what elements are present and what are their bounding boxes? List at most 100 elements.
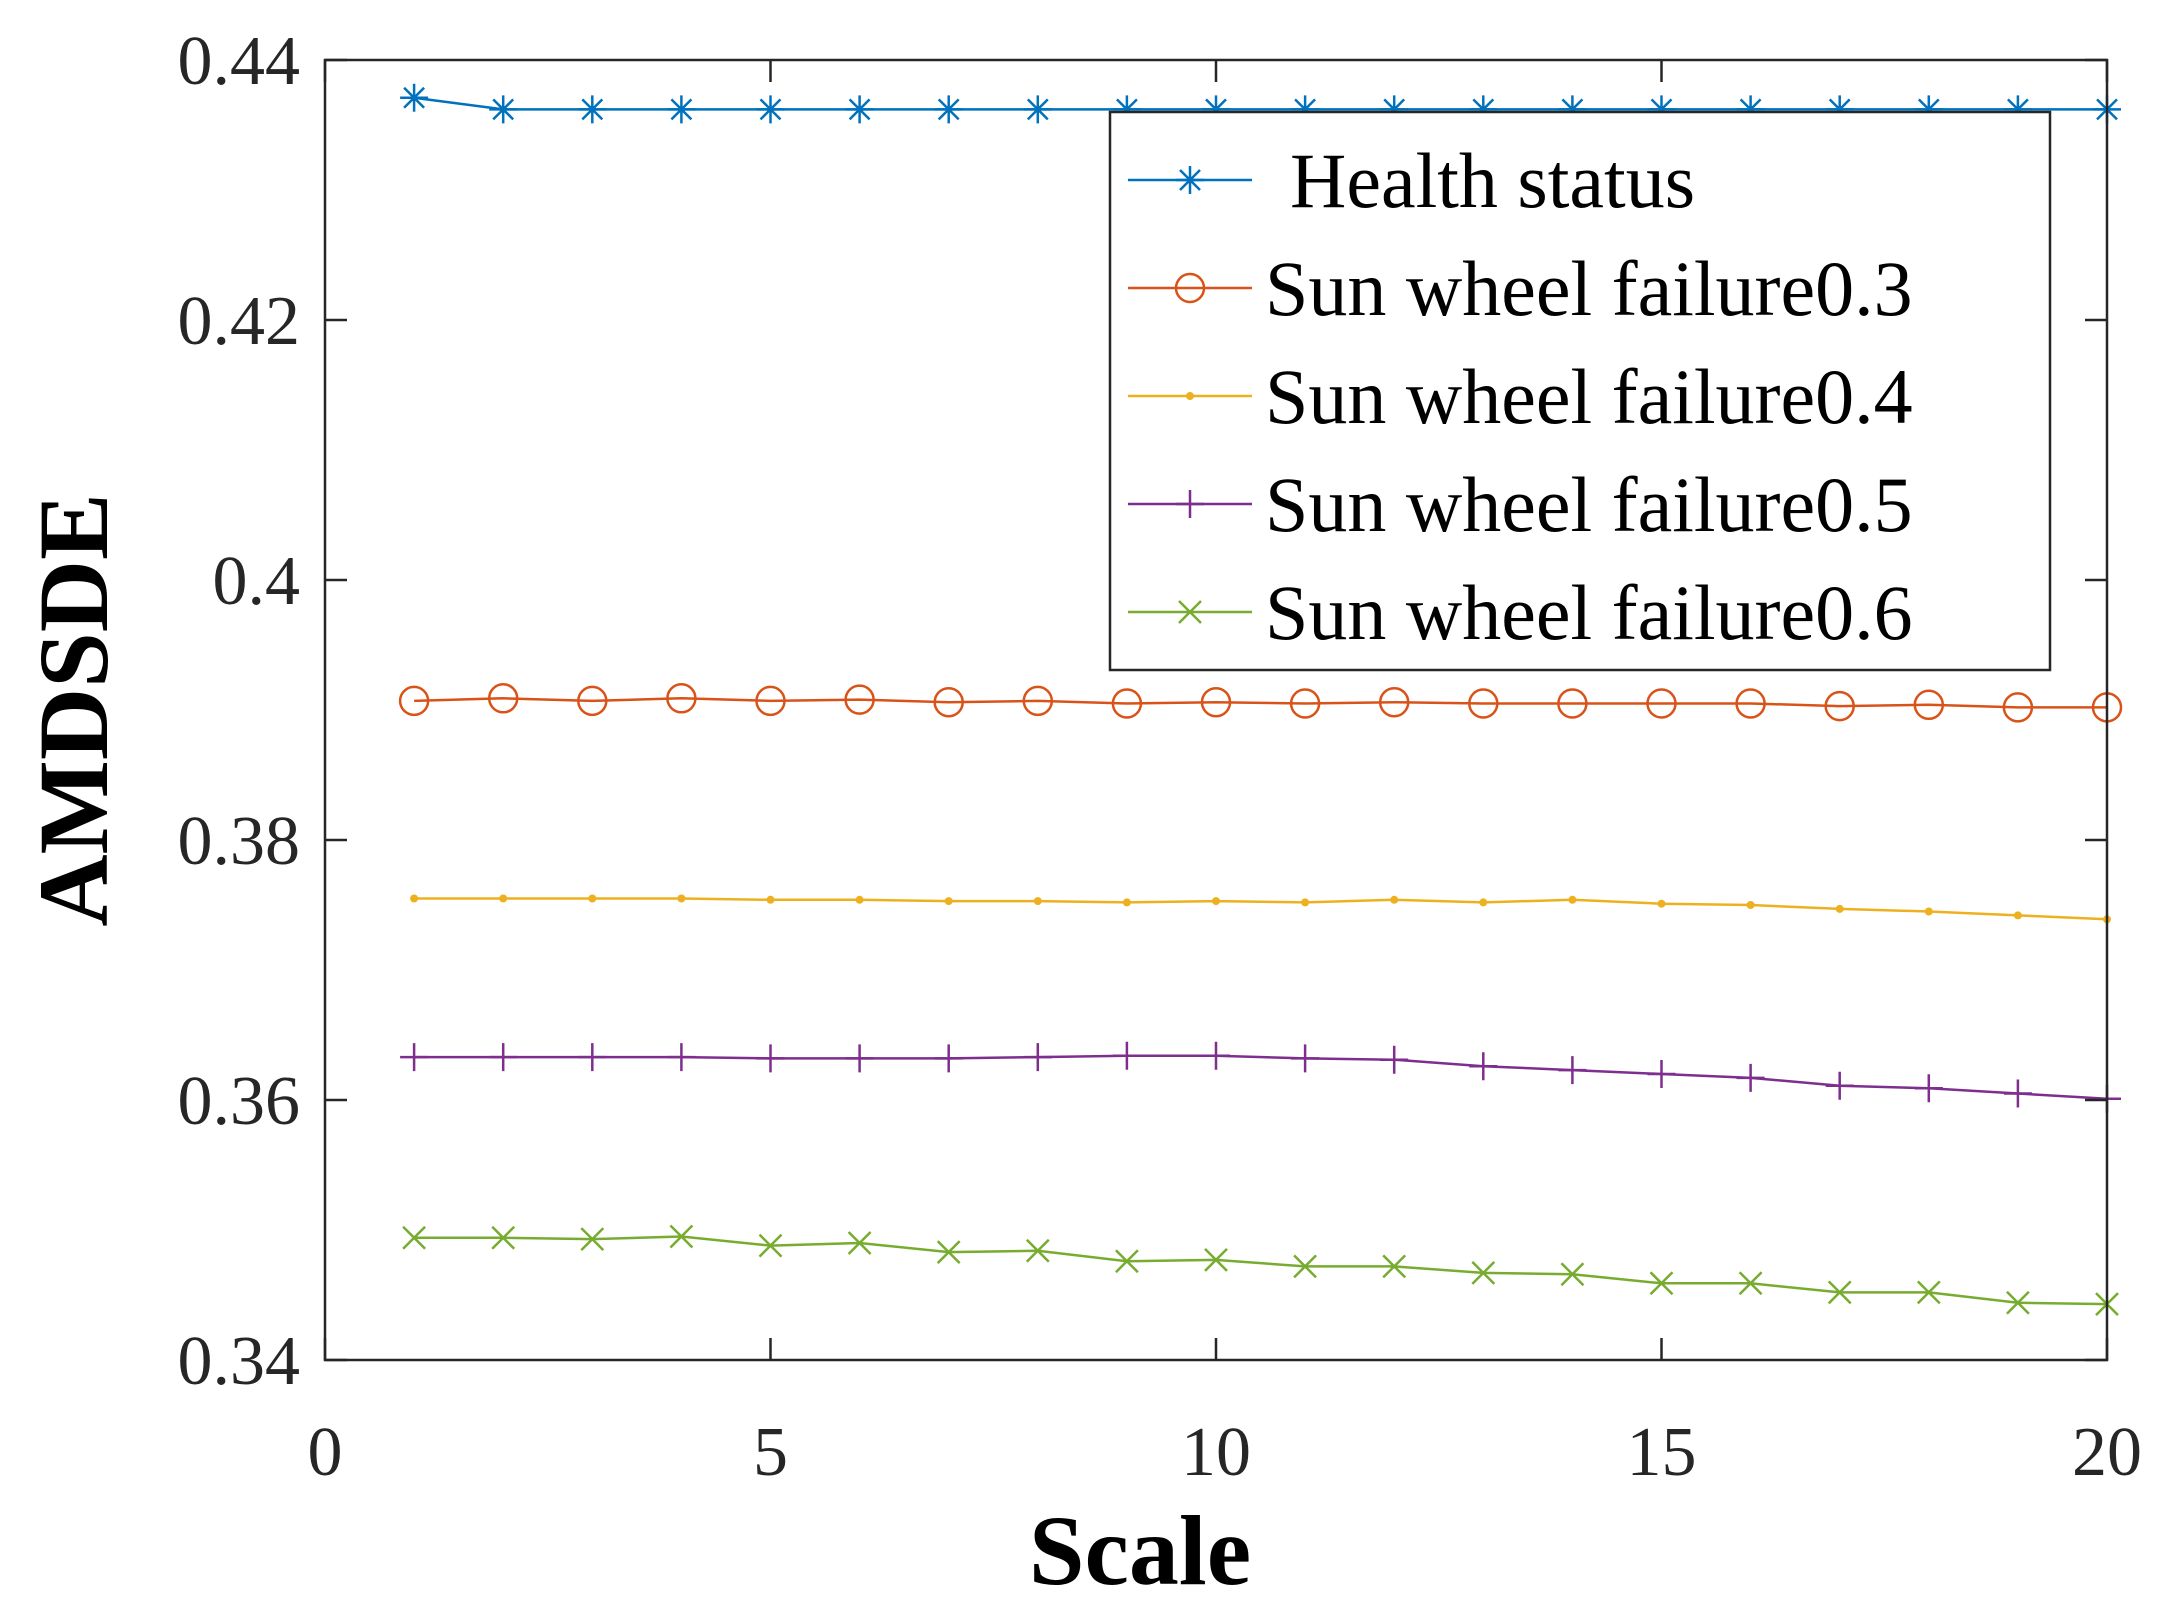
- data-point-dot: [766, 895, 775, 904]
- data-point-dot: [1186, 392, 1194, 400]
- data-point-plus: [1291, 1044, 1320, 1073]
- series-line: [414, 897, 2108, 921]
- data-point-cross: [936, 1240, 961, 1264]
- data-point-circle: [1174, 272, 1206, 304]
- data-point-circle: [577, 685, 608, 717]
- data-point-asterisk: [756, 95, 785, 124]
- data-point-asterisk: [667, 95, 696, 124]
- data-point-plus: [489, 1043, 518, 1072]
- series-layer: [398, 83, 2123, 1316]
- data-point-dot: [1479, 898, 1488, 907]
- data-point-circle: [933, 686, 964, 718]
- data-point-dot: [944, 897, 953, 906]
- data-point-plus: [845, 1044, 874, 1073]
- data-point-cross: [1827, 1280, 1852, 1305]
- data-point-asterisk: [2003, 95, 2032, 124]
- data-point-plus: [667, 1043, 696, 1072]
- y-tick-label: 0.36: [178, 1063, 301, 1140]
- data-point-cross: [1560, 1262, 1585, 1287]
- data-point-cross: [402, 1225, 426, 1250]
- x-tick-label: 10: [1181, 1414, 1251, 1491]
- data-point-dot: [2013, 911, 2022, 920]
- data-point-plus: [1825, 1071, 1854, 1100]
- data-point-plus: [400, 1043, 429, 1072]
- data-point-dot: [1122, 898, 1131, 907]
- data-point-dot: [1568, 895, 1577, 904]
- data-point-circle: [2002, 692, 2034, 723]
- data-point-cross: [1738, 1271, 1763, 1296]
- series-sun-wheel-failure0-3: [398, 683, 2123, 723]
- data-point-cross: [1471, 1261, 1496, 1285]
- data-point-dot: [855, 895, 864, 904]
- data-point-asterisk: [845, 95, 874, 124]
- data-point-plus: [1023, 1043, 1052, 1072]
- series-sun-wheel-failure0-5: [400, 1041, 2121, 1113]
- data-point-asterisk: [1291, 95, 1320, 124]
- legend-entry: Sun wheel failure0.4: [1128, 353, 1913, 440]
- data-point-cross: [1293, 1254, 1317, 1279]
- data-point-cross: [758, 1233, 783, 1258]
- data-point-plus: [1176, 490, 1204, 518]
- data-point-plus: [756, 1044, 785, 1073]
- data-point-dot: [677, 894, 686, 903]
- x-tick-label: 0: [308, 1414, 343, 1491]
- data-point-asterisk: [489, 95, 518, 124]
- data-point-cross: [1204, 1248, 1228, 1272]
- data-point-plus: [578, 1043, 607, 1072]
- data-point-plus: [1647, 1060, 1676, 1088]
- data-point-dot: [1835, 904, 1844, 913]
- legend-entry: Health status: [1128, 137, 1695, 224]
- x-tick-label: 5: [753, 1414, 788, 1491]
- data-point-dot: [1033, 897, 1042, 906]
- data-point-plus: [1112, 1041, 1141, 1070]
- data-point-cross: [2006, 1290, 2030, 1315]
- series-line: [413, 96, 2107, 111]
- data-point-cross: [1178, 600, 1202, 624]
- data-point-dot: [1657, 899, 1666, 908]
- data-point-plus: [1202, 1041, 1230, 1070]
- data-point-circle: [1646, 688, 1677, 719]
- data-point-asterisk: [1176, 166, 1204, 194]
- data-point-plus: [934, 1044, 963, 1073]
- legend-entry: Sun wheel failure0.5: [1128, 461, 1913, 548]
- data-point-circle: [1735, 688, 1766, 719]
- data-point-plus: [2003, 1079, 2032, 1108]
- data-point-circle: [1111, 688, 1143, 719]
- data-point-cross: [491, 1225, 516, 1250]
- data-point-dot: [499, 894, 508, 903]
- series-line: [414, 1054, 2108, 1100]
- data-point-circle: [1200, 686, 1232, 718]
- data-point-circle: [398, 685, 430, 717]
- data-point-cross: [1382, 1254, 1407, 1279]
- y-tick-label: 0.44: [178, 23, 301, 100]
- legend-entry: Sun wheel failure0.6: [1128, 569, 1913, 656]
- data-point-asterisk: [1914, 95, 1943, 124]
- legend-label: Health status: [1290, 137, 1695, 224]
- data-point-circle: [844, 684, 875, 715]
- axis-layer: 0 5 10 15 20 0.34 0.36 0.38 0.4 0.42 0.44: [178, 23, 2143, 1491]
- data-point-circle: [1468, 688, 1499, 719]
- series-line: [414, 1235, 2108, 1306]
- data-point-dot: [1301, 898, 1310, 907]
- data-point-cross: [1025, 1238, 1050, 1263]
- y-tick-label: 0.42: [178, 283, 301, 360]
- legend-label: Sun wheel failure0.5: [1265, 461, 1913, 548]
- data-point-cross: [1916, 1280, 1941, 1305]
- data-point-circle: [1824, 690, 1855, 722]
- data-point-asterisk: [400, 83, 429, 112]
- data-point-cross: [1649, 1271, 1674, 1296]
- series-sun-wheel-failure0-6: [402, 1224, 2119, 1316]
- data-point-circle: [1913, 689, 1945, 721]
- series-health-status: [400, 83, 2121, 124]
- data-point-circle: [755, 685, 786, 717]
- data-point-cross: [847, 1231, 872, 1255]
- y-tick-label: 0.4: [213, 543, 301, 620]
- data-point-dot: [410, 894, 419, 903]
- data-point-cross: [1115, 1249, 1139, 1274]
- data-point-asterisk: [1023, 95, 1052, 124]
- data-point-plus: [1558, 1056, 1587, 1085]
- data-point-cross: [580, 1227, 605, 1251]
- y-tick-label: 0.34: [178, 1323, 301, 1400]
- y-tick-label: 0.38: [178, 803, 301, 880]
- data-point-dot: [1390, 895, 1399, 904]
